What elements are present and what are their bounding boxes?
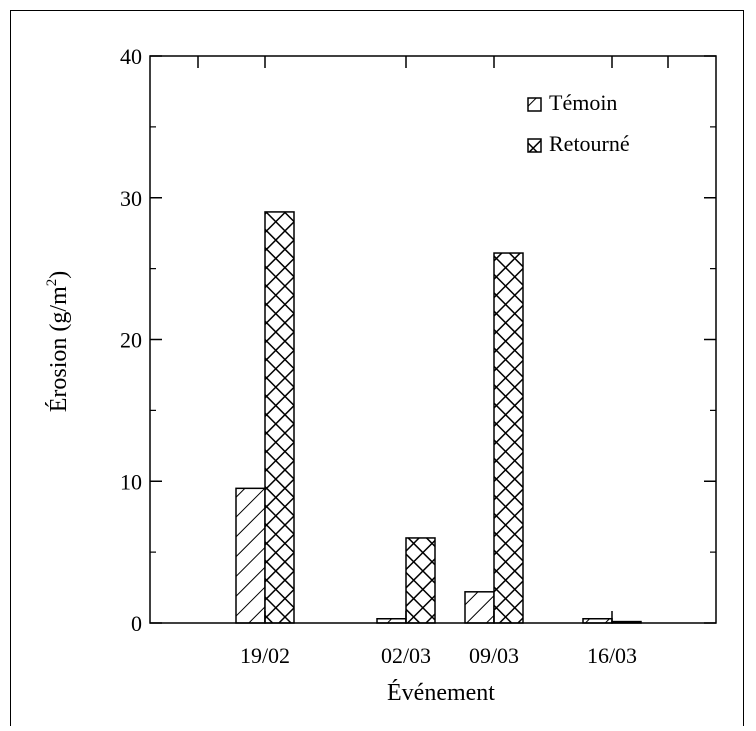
y-axis-label-base: Érosion (g/m (46, 286, 72, 412)
y-tick-label-40: 40 (120, 44, 142, 69)
legend-swatch-retourne (527, 138, 542, 153)
y-axis-label: Érosion (g/m2) (44, 271, 72, 413)
y-axis-label-close: ) (46, 271, 72, 279)
legend-label-retourne: Retourné (549, 131, 630, 156)
x-tick-label-3: 16/03 (587, 643, 637, 668)
y-tick-label-30: 30 (120, 186, 142, 211)
bars-group (235, 211, 642, 624)
x-axis-label: Événement (387, 680, 495, 706)
y-tick-label-10: 10 (120, 469, 142, 494)
bar-retourne-0 (264, 211, 295, 624)
ticks-group: 0 10 20 30 40 19/02 02/03 09/03 16/03 (120, 44, 716, 668)
bar-temoin-2 (464, 591, 495, 624)
legend-label-temoin: Témoin (549, 90, 617, 115)
y-axis-label-superscript: 2 (44, 279, 60, 287)
x-tick-label-0: 19/02 (240, 643, 290, 668)
x-tick-label-1: 02/03 (381, 643, 431, 668)
y-tick-label-20: 20 (120, 328, 142, 353)
legend: Témoin Retourné (527, 90, 630, 156)
bar-temoin-0 (235, 487, 266, 624)
y-tick-label-0: 0 (131, 611, 142, 636)
figure-frame (10, 10, 744, 726)
bar-retourne-2 (493, 252, 524, 624)
legend-swatch-temoin (527, 97, 542, 112)
x-tick-label-2: 09/03 (469, 643, 519, 668)
bar-retourne-1 (405, 537, 436, 624)
